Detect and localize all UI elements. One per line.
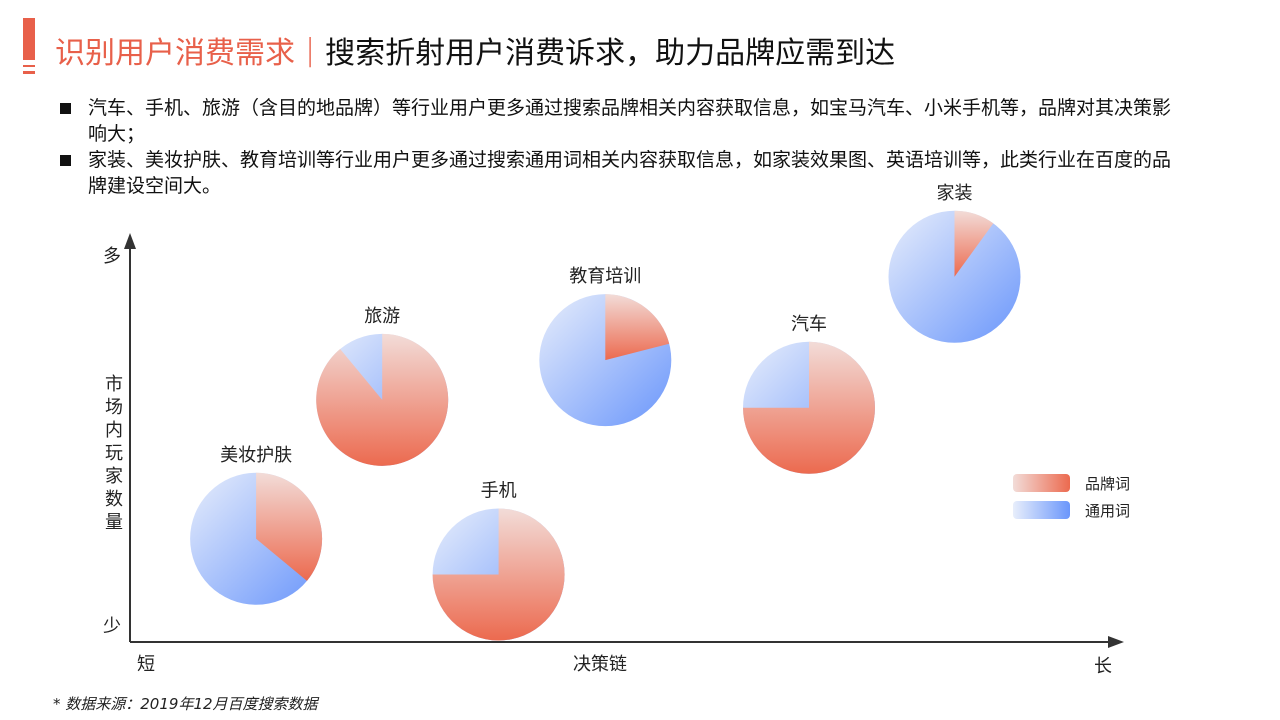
bullet-square-icon [60, 103, 71, 114]
bullet-text-1: 汽车、手机、旅游（含目的地品牌）等行业用户更多通过搜索品牌相关内容获取信息，如宝… [88, 97, 1172, 145]
title-main: 搜索折射用户消费诉求，助力品牌应需到达 [325, 36, 896, 71]
bullet-item-2: 家装、美妆护肤、教育培训等行业用户更多通过搜索通用词相关内容获取信息，如家装效果… [58, 147, 1178, 199]
pie-5-label: 汽车 [791, 314, 827, 335]
pie-5-brand-slice [743, 341, 875, 474]
title-accent-bar-bottom [23, 71, 35, 74]
legend-swatch-generic [1013, 501, 1070, 519]
legend-label-generic: 通用词 [1085, 502, 1130, 520]
title-accent-bar-mid [23, 65, 35, 67]
pie-4-brand-slice [605, 294, 670, 361]
pie-6-label: 家装 [937, 183, 973, 204]
pie-4-label: 教育培训 [569, 266, 641, 287]
legend-label-brand: 品牌词 [1085, 475, 1130, 493]
pie-6-brand-slice [954, 210, 994, 277]
y-tick-high: 多 [103, 246, 121, 267]
page-title: 识别用户消费需求 | 搜索折射用户消费诉求，助力品牌应需到达 [55, 26, 895, 74]
x-tick-low: 短 [137, 654, 155, 675]
footnote: * 数据来源：2019年12月百度搜索数据 [53, 695, 318, 713]
pie-3-label: 手机 [481, 481, 517, 502]
bullet-square-icon [60, 155, 71, 166]
title-highlight: 识别用户消费需求 [55, 36, 295, 71]
y-axis-label: 市场内玩家数量 [105, 374, 123, 533]
pie-2-brand-slice [316, 333, 449, 466]
x-tick-high: 长 [1094, 656, 1112, 677]
bullet-text-2: 家装、美妆护肤、教育培训等行业用户更多通过搜索通用词相关内容获取信息，如家装效果… [88, 149, 1172, 197]
bullet-item-1: 汽车、手机、旅游（含目的地品牌）等行业用户更多通过搜索品牌相关内容获取信息，如宝… [58, 95, 1178, 147]
y-axis-arrow-icon [124, 233, 136, 249]
title-accent-bar-top [23, 18, 35, 60]
x-axis-label: 决策链 [573, 654, 627, 675]
title-separator: | [305, 32, 316, 68]
pie-1-label: 美妆护肤 [220, 445, 292, 466]
legend-swatch-brand [1013, 474, 1070, 492]
pie-2-label: 旅游 [364, 306, 400, 327]
pie-1-brand-slice [256, 472, 323, 581]
x-axis-arrow-icon [1108, 636, 1124, 648]
y-tick-low: 少 [103, 616, 121, 637]
pie-3-brand-slice [432, 508, 565, 641]
